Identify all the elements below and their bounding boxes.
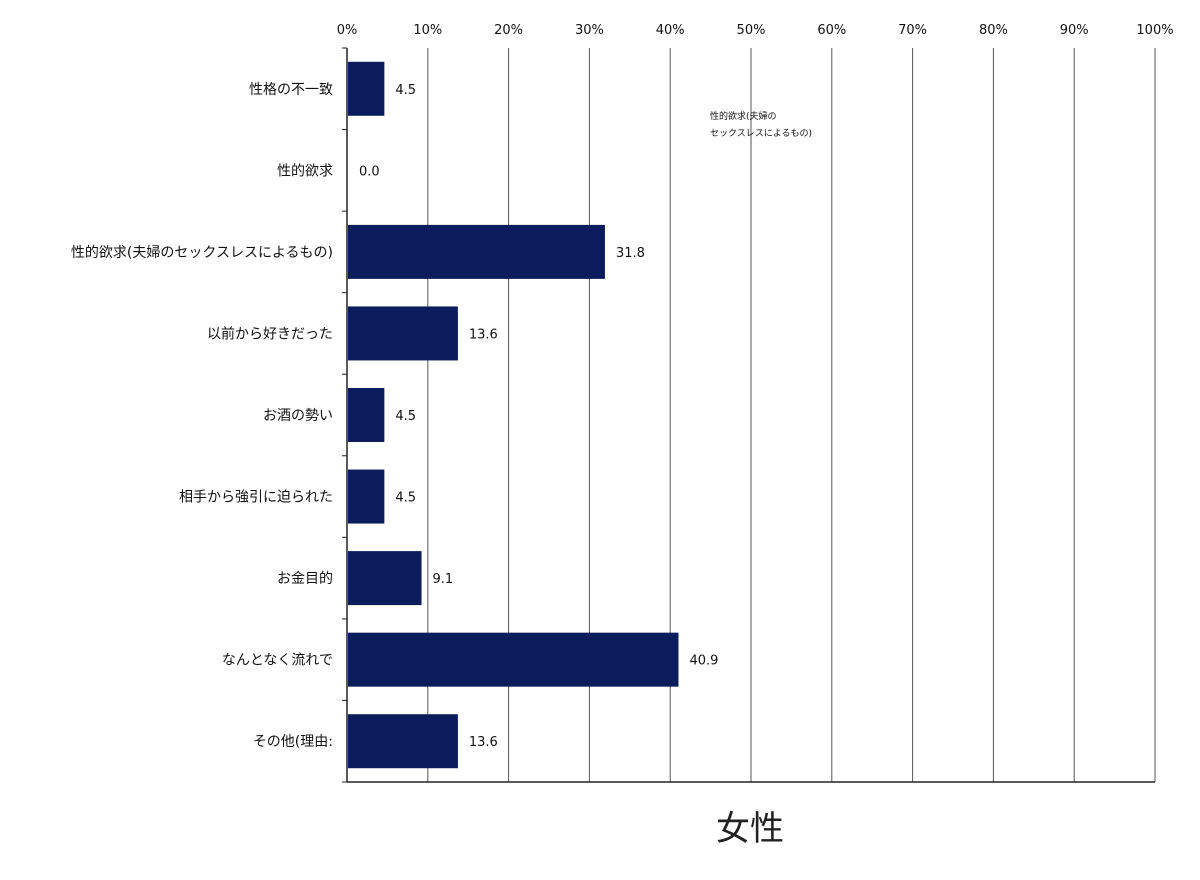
axes (342, 47, 1155, 783)
x-tick-label: 0% (337, 23, 358, 38)
bars (348, 61, 679, 769)
category-label: 以前から好きだった (207, 325, 333, 342)
value-label: 9.1 (433, 572, 454, 587)
x-tick-label: 80% (979, 23, 1008, 38)
x-tick-label: 70% (898, 23, 927, 38)
value-label: 0.0 (359, 164, 380, 179)
value-label: 4.5 (395, 83, 416, 98)
bar (348, 714, 458, 769)
bar (348, 632, 679, 687)
value-label: 13.6 (469, 327, 498, 342)
category-label: なんとなく流れで (222, 653, 333, 669)
category-label: 性的欲求 (277, 163, 333, 179)
category-label: 相手から強引に迫られた (179, 490, 333, 506)
x-tick-label: 60% (817, 23, 846, 38)
x-tick-label: 100% (1136, 23, 1173, 38)
bar (348, 388, 385, 442)
x-tick-label: 10% (413, 23, 442, 38)
value-label: 31.8 (616, 246, 645, 261)
category-label: 性的欲求(夫婦のセックスレスによるもの) (71, 244, 333, 261)
annotation-line-1: 性的欲求(夫婦の (710, 110, 777, 122)
value-label: 4.5 (395, 491, 416, 506)
gridlines (346, 48, 1156, 782)
bar (348, 551, 422, 606)
value-labels: 4.5 0.0 31.8 13.6 4.5 4.5 9.1 40.9 13.6 (359, 83, 718, 750)
x-tick-label: 40% (656, 23, 685, 38)
annotation-line-2: セックスレスによるもの) (710, 128, 812, 139)
x-tick-label: 90% (1060, 23, 1089, 38)
category-label: お酒の勢い (263, 408, 333, 424)
chart-caption: 女性 (716, 809, 784, 849)
value-label: 40.9 (689, 654, 718, 669)
category-label: 性格の不一致 (249, 82, 333, 98)
category-label: お金目的 (277, 571, 333, 587)
value-label: 13.6 (469, 735, 498, 750)
bar (348, 224, 605, 279)
bar (348, 306, 458, 361)
x-tick-label: 30% (575, 23, 604, 38)
category-label: その他(理由: (253, 734, 333, 750)
bar (348, 469, 385, 524)
value-label: 4.5 (395, 409, 416, 424)
x-tick-label: 20% (494, 23, 523, 38)
x-tick-label: 50% (737, 23, 766, 38)
x-axis-ticks: 0% 10% 20% 30% 40% 50% 60% 70% 80% 90% 100% (337, 23, 1174, 38)
bar (348, 61, 385, 116)
